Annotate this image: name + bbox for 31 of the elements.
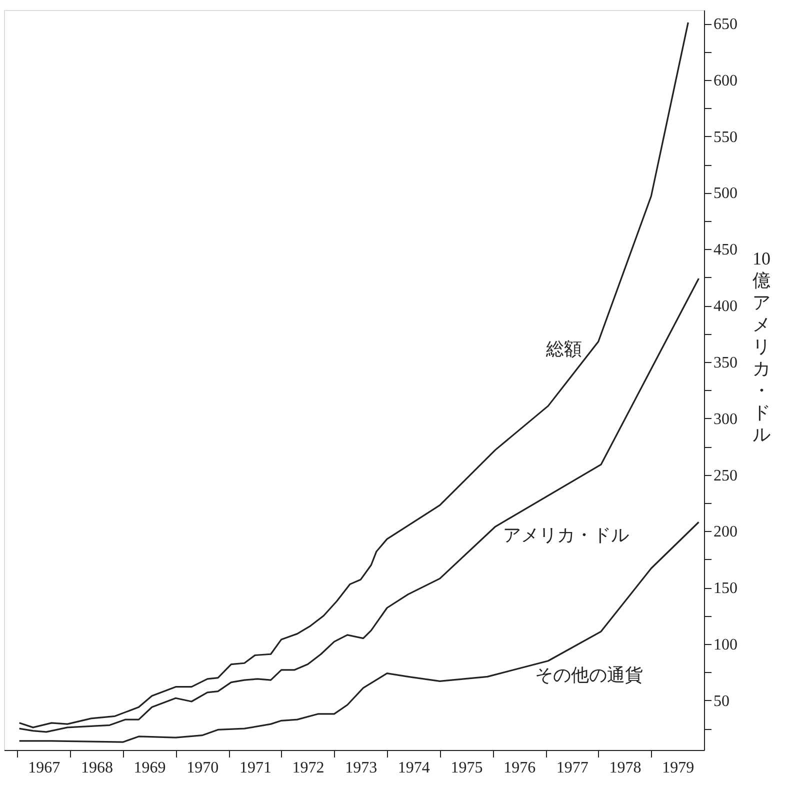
y-tick-label: 350	[714, 354, 738, 372]
y-tick-label: 300	[714, 410, 738, 428]
y-tick-label: 50	[714, 692, 730, 710]
y-tick-label: 500	[714, 185, 738, 202]
y-tick-label: 400	[714, 298, 738, 316]
y-tick-label: 150	[714, 580, 738, 598]
x-tick-label: 1975	[450, 760, 483, 776]
y-tick-label: 100	[714, 636, 738, 654]
series-label: その他の通貨	[535, 665, 643, 685]
x-tick-label: 1973	[345, 760, 378, 776]
x-tick-label: 1977	[556, 760, 588, 776]
x-tick-label: 1971	[239, 760, 272, 776]
series-label: アメリカ・ドル	[503, 525, 629, 545]
x-tick-label: 1979	[662, 760, 694, 776]
line-series	[18, 521, 700, 743]
x-tick-label: 1976	[504, 760, 536, 776]
x-tick-label: 1974	[398, 760, 430, 776]
y-tick-label: 600	[714, 72, 738, 90]
y-tick-label: 650	[714, 16, 738, 34]
y-tick-label: 450	[714, 242, 738, 259]
x-tick-label: 1969	[134, 760, 166, 776]
y-tick-label: 250	[714, 467, 738, 484]
y-tick-label: 200	[714, 524, 738, 541]
x-tick-label: 1972	[292, 760, 324, 776]
x-tick-label: 1978	[609, 760, 642, 776]
y-tick-label: 550	[714, 128, 738, 146]
x-tick-label: 1970	[186, 760, 219, 776]
x-tick-label: 1968	[80, 760, 113, 776]
text: 10億アメリカ・ドル	[752, 248, 770, 444]
series-label: 総額	[545, 339, 582, 359]
x-tick-label: 1967	[28, 760, 60, 776]
